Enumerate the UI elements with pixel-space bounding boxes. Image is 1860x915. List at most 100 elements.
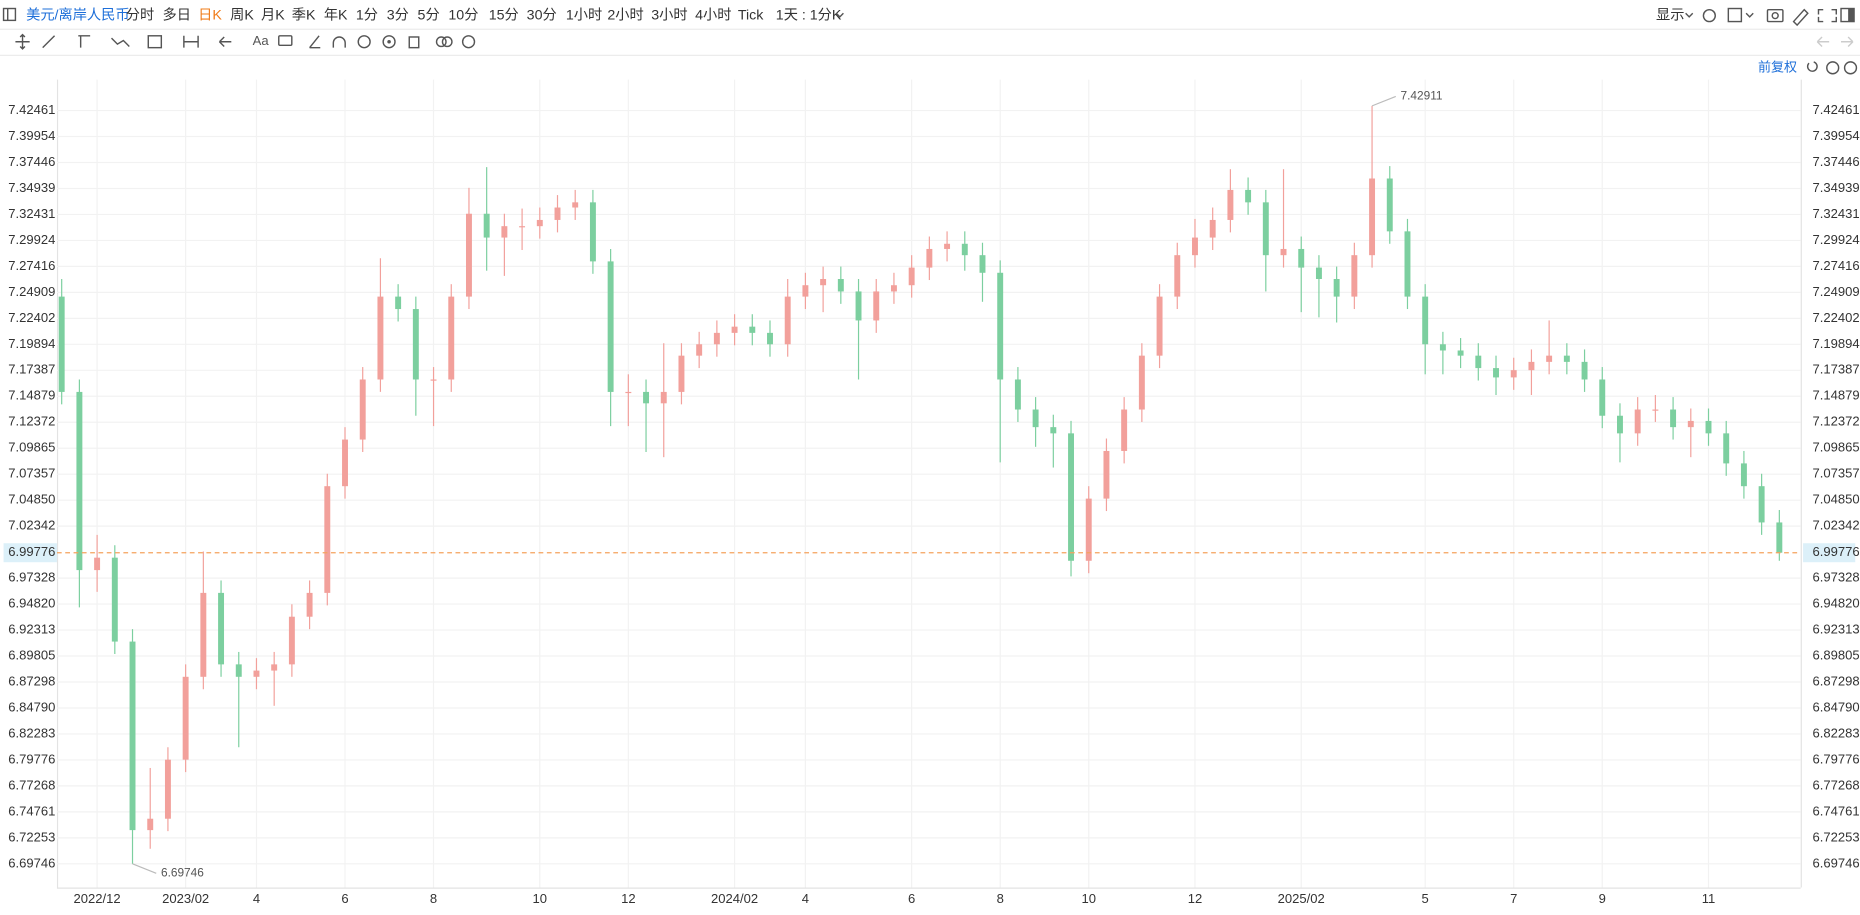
period-tab[interactable]: 周K	[230, 7, 254, 23]
candle-body	[519, 226, 526, 228]
period-tab[interactable]: 年K	[324, 6, 348, 23]
candle-body	[607, 261, 614, 392]
target-tool	[387, 39, 391, 44]
candle-body	[890, 285, 897, 292]
period-tab[interactable]: 4小时	[695, 6, 731, 23]
interval[interactable]: 1天 : 1分K	[776, 6, 842, 23]
line-tool[interactable]	[42, 35, 56, 49]
x-tick-label: 2024/02	[711, 891, 758, 906]
y-tick-label: 7.24909	[8, 284, 55, 299]
undo[interactable]	[1816, 36, 1830, 47]
period-tab[interactable]: 多日	[163, 6, 191, 23]
period-tab[interactable]: 月K	[261, 7, 285, 23]
y2-tick-label: 7.14879	[1813, 388, 1860, 403]
y-tick-label: 6.77268	[8, 777, 55, 792]
redo[interactable]	[1841, 36, 1854, 47]
period-tab[interactable]: 1小时	[566, 6, 602, 23]
settings-icon[interactable]	[1702, 8, 1716, 23]
y2-tick-label: 7.22402	[1813, 310, 1860, 325]
candle-body	[1563, 355, 1570, 362]
period-tab[interactable]: 季K	[292, 6, 316, 23]
x-tick-label: 7	[1510, 891, 1517, 906]
candle-body	[1227, 189, 1234, 220]
period-tab[interactable]: 3小时	[651, 6, 687, 23]
x-tick-label: 6	[341, 891, 348, 906]
range-tool[interactable]	[183, 35, 199, 48]
delete-tool[interactable]	[408, 36, 420, 49]
candle-body	[926, 248, 933, 268]
symbol[interactable]: 美元/离岸人民币	[26, 6, 129, 23]
chevron	[835, 12, 844, 18]
y-tick-label: 7.02342	[8, 518, 55, 533]
candle-body	[1386, 178, 1393, 232]
candle-body	[944, 243, 951, 249]
candle-body	[1493, 368, 1499, 378]
candle-body	[908, 267, 915, 286]
wave-tool[interactable]	[111, 37, 130, 47]
candle-body	[465, 213, 472, 297]
period-tab[interactable]: 日K	[198, 7, 222, 23]
measure-tool[interactable]	[147, 35, 163, 49]
x-tick-label: 9	[1599, 891, 1606, 906]
adjust-mode[interactable]: 前复权	[1758, 59, 1797, 74]
y-tick-label: 7.14879	[8, 388, 55, 403]
circle-tool[interactable]	[357, 35, 371, 49]
candle-body	[713, 332, 720, 345]
channel-tool[interactable]	[78, 35, 91, 48]
candle-body	[1776, 522, 1783, 553]
y2-tick-label: 6.89805	[1813, 647, 1860, 662]
candle-body	[1652, 409, 1659, 411]
period-tab[interactable]: Tick	[738, 7, 764, 23]
period-tab[interactable]: 5分	[418, 6, 440, 23]
pen-icon[interactable]	[1792, 8, 1809, 27]
camera-icon[interactable]	[1766, 8, 1784, 23]
y2-tick-label: 7.12372	[1813, 414, 1860, 429]
y-tick-label: 7.09865	[8, 440, 55, 455]
period-tab[interactable]: 30分	[527, 6, 557, 23]
move-tool[interactable]	[15, 33, 30, 50]
y2-tick-label: 6.97328	[1813, 570, 1860, 585]
settings-tool[interactable]	[461, 35, 476, 49]
text-tool[interactable]: Aa	[253, 33, 270, 48]
candle-body	[554, 207, 561, 220]
candle-body	[147, 818, 154, 831]
layout-icon[interactable]	[1727, 7, 1743, 23]
candle-body	[1634, 409, 1641, 434]
target-tool[interactable]	[382, 35, 396, 49]
candle-body	[837, 279, 844, 292]
y2-tick-label: 7.42461	[1813, 102, 1860, 117]
note-tool[interactable]	[278, 35, 293, 46]
sidebar-icon[interactable]	[2, 7, 17, 22]
candle-body	[288, 616, 295, 665]
candle-body	[660, 391, 667, 404]
display-menu[interactable]: 显示	[1656, 7, 1684, 23]
candle-body	[1245, 189, 1252, 203]
arc-tool[interactable]	[332, 36, 346, 48]
period-tab[interactable]: 10分	[448, 6, 478, 23]
period-tab[interactable]: 1分	[356, 6, 378, 23]
angle-tool[interactable]	[309, 35, 321, 49]
zoom-in[interactable]	[1843, 61, 1858, 75]
candle-body	[1457, 350, 1464, 356]
candle-body	[1138, 355, 1145, 410]
period-tab[interactable]: 3分	[387, 6, 409, 23]
last-price-box	[3, 543, 57, 563]
candle-body	[589, 202, 596, 262]
candle-body	[1369, 178, 1376, 256]
link-tool[interactable]	[435, 36, 447, 48]
candle-body	[696, 344, 703, 356]
fullscreen-icon[interactable]	[1817, 8, 1837, 23]
candle-body	[820, 279, 827, 286]
candle-body	[182, 676, 189, 760]
candle-body	[253, 670, 260, 677]
candle-body	[855, 291, 862, 321]
candle-body	[1439, 344, 1446, 351]
period-tab[interactable]: 分时	[126, 6, 154, 23]
reset-icon[interactable]	[1806, 61, 1818, 72]
arrow-tool[interactable]	[218, 36, 232, 47]
period-tab[interactable]: 15分	[489, 6, 519, 23]
y-tick-label: 6.94820	[8, 596, 55, 611]
period-tab[interactable]: 2小时	[607, 6, 643, 23]
zoom-out[interactable]	[1826, 61, 1840, 75]
candle-body	[111, 557, 118, 642]
